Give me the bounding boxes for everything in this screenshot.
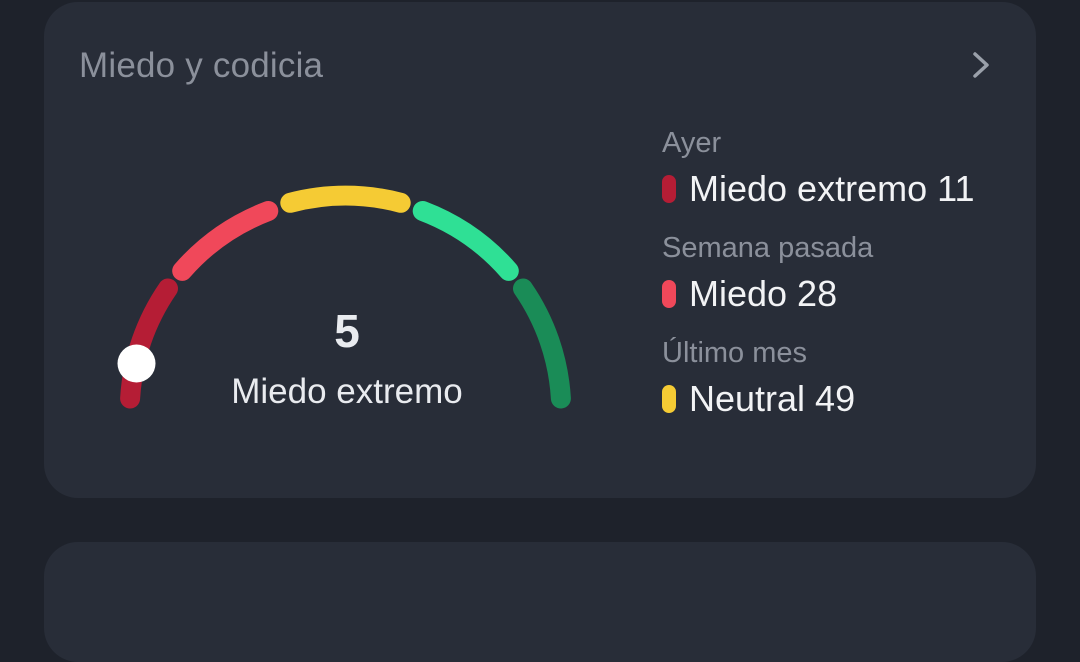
status-dot xyxy=(662,385,676,413)
gauge-segment-extreme-greed xyxy=(513,278,571,409)
gauge-segment-neutral xyxy=(280,185,411,213)
fear-greed-gauge xyxy=(117,185,571,409)
history-entry: Neutral 49 xyxy=(662,372,1022,426)
gauge-segment-fear xyxy=(172,201,279,281)
chevron-right-icon[interactable] xyxy=(966,44,996,84)
history-item-yesterday: Ayer Miedo extremo 11 xyxy=(662,124,1022,216)
card-title: Miedo y codicia xyxy=(79,46,324,85)
next-card[interactable] xyxy=(44,542,1036,662)
period-label: Semana pasada xyxy=(662,232,874,264)
history-entry: Miedo 28 xyxy=(662,267,1022,321)
period-label: Ayer xyxy=(662,127,722,159)
period-label: Último mes xyxy=(662,337,808,369)
status-dot xyxy=(662,280,676,308)
history-item-last-month: Último mes Neutral 49 xyxy=(662,334,1022,426)
history-list: Ayer Miedo extremo 11 Semana pasada Mied… xyxy=(662,124,1022,439)
history-value: Miedo 28 xyxy=(689,273,838,314)
gauge-value: 5 xyxy=(334,305,360,357)
history-value: Miedo extremo 11 xyxy=(689,168,975,209)
history-entry: Miedo extremo 11 xyxy=(662,162,1022,216)
gauge-segment-extreme-fear xyxy=(120,278,178,409)
gauge-label: Miedo extremo xyxy=(231,372,463,411)
history-value: Neutral 49 xyxy=(689,378,856,419)
fear-greed-card[interactable]: Miedo y codicia 5 Miedo extremo Ayer Mie… xyxy=(44,2,1036,498)
status-dot xyxy=(662,175,676,203)
gauge-marker xyxy=(117,344,156,383)
history-item-last-week: Semana pasada Miedo 28 xyxy=(662,229,1022,321)
gauge-segment-greed xyxy=(412,201,519,281)
